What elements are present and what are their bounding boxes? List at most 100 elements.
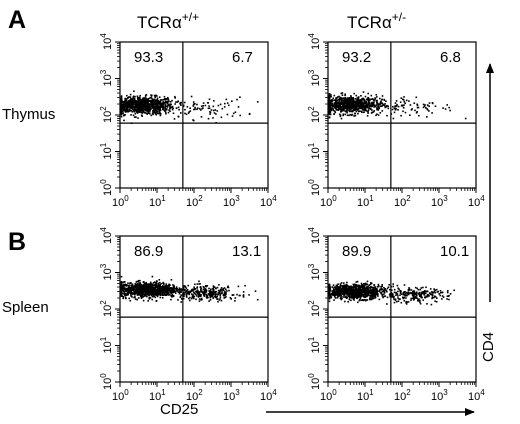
event-dot [158, 96, 161, 98]
event-dot [165, 287, 168, 289]
event-dot [200, 295, 202, 298]
event-dot [353, 115, 355, 117]
event-dot [381, 105, 383, 107]
event-dot [353, 92, 355, 95]
event-dot [224, 296, 226, 299]
event-dot [359, 101, 362, 103]
event-dot [328, 285, 331, 287]
event-dot [409, 104, 412, 106]
event-dot [435, 301, 438, 303]
quadrant-value-upper-right: 10.1 [440, 243, 469, 260]
event-dot [356, 293, 358, 296]
event-dot [144, 108, 147, 110]
event-dot [411, 108, 413, 110]
event-dot [123, 108, 125, 110]
event-dot [393, 288, 396, 291]
event-dot [406, 292, 409, 295]
event-dot [383, 291, 386, 294]
event-dot [189, 299, 191, 302]
event-dot [350, 295, 352, 297]
event-dot [198, 293, 200, 296]
event-dot [120, 293, 123, 296]
event-dot [152, 105, 154, 108]
event-dot [331, 99, 333, 101]
event-dot [130, 289, 133, 291]
event-dot [333, 299, 335, 301]
event-dot [357, 287, 360, 289]
event-dot [365, 292, 367, 294]
event-dot [128, 106, 130, 109]
event-dot [400, 293, 403, 295]
event-dot [353, 292, 356, 294]
event-dot [342, 102, 344, 104]
event-dot [177, 289, 180, 291]
event-dot [144, 291, 146, 293]
event-dot [394, 105, 396, 107]
event-dot [340, 294, 342, 297]
event-dot [174, 288, 176, 290]
event-dot [339, 115, 342, 118]
event-dot [126, 292, 129, 294]
event-dot [344, 99, 346, 102]
event-dot [239, 96, 241, 98]
event-dot [209, 296, 212, 299]
event-dot [335, 286, 337, 288]
event-dot [403, 299, 406, 302]
event-dot [380, 291, 382, 294]
event-dot [120, 292, 123, 295]
event-dot [388, 293, 391, 296]
event-dot [146, 105, 148, 108]
event-dot [364, 296, 366, 298]
event-dot [203, 291, 205, 294]
event-dot [405, 297, 407, 299]
event-dot [222, 289, 225, 292]
event-dot [332, 97, 334, 100]
event-dot [169, 284, 171, 286]
event-dot [366, 283, 368, 286]
event-dot [155, 282, 158, 285]
event-dot [154, 95, 156, 97]
event-dot [128, 103, 131, 106]
event-dot [370, 282, 373, 285]
event-dot [434, 291, 436, 294]
event-dot [350, 100, 352, 102]
event-dot [410, 109, 413, 111]
event-dot [344, 291, 347, 294]
event-dot [193, 286, 195, 289]
event-dot [171, 99, 173, 102]
event-dot [352, 298, 355, 301]
event-dot [140, 292, 142, 294]
event-dot [405, 99, 408, 102]
event-dot [166, 284, 168, 287]
event-dot [200, 116, 203, 118]
event-dot [136, 95, 139, 98]
event-dot [363, 103, 366, 105]
event-dot [144, 104, 147, 107]
event-dot [391, 295, 394, 298]
event-dot [140, 114, 143, 116]
event-dot [199, 109, 202, 111]
event-dot [131, 99, 133, 101]
event-dot [203, 293, 206, 296]
event-dot [364, 293, 366, 295]
event-dot [124, 102, 126, 105]
event-dot [403, 96, 405, 98]
event-dot [120, 280, 123, 283]
event-dot [328, 101, 331, 104]
event-dot [339, 108, 341, 111]
x-tick-label: 100 [112, 388, 129, 403]
event-dot [357, 112, 359, 115]
event-dot [120, 112, 123, 114]
event-dot [356, 103, 358, 106]
event-dot [167, 285, 169, 288]
event-dot [178, 291, 181, 293]
event-dot [178, 292, 181, 295]
event-dot [140, 294, 143, 296]
event-dot [148, 296, 151, 299]
event-dot [348, 295, 351, 298]
event-dot [368, 292, 370, 294]
event-dot [127, 288, 130, 290]
event-dot [153, 289, 156, 292]
event-dot [372, 297, 374, 299]
event-dot [367, 104, 369, 107]
